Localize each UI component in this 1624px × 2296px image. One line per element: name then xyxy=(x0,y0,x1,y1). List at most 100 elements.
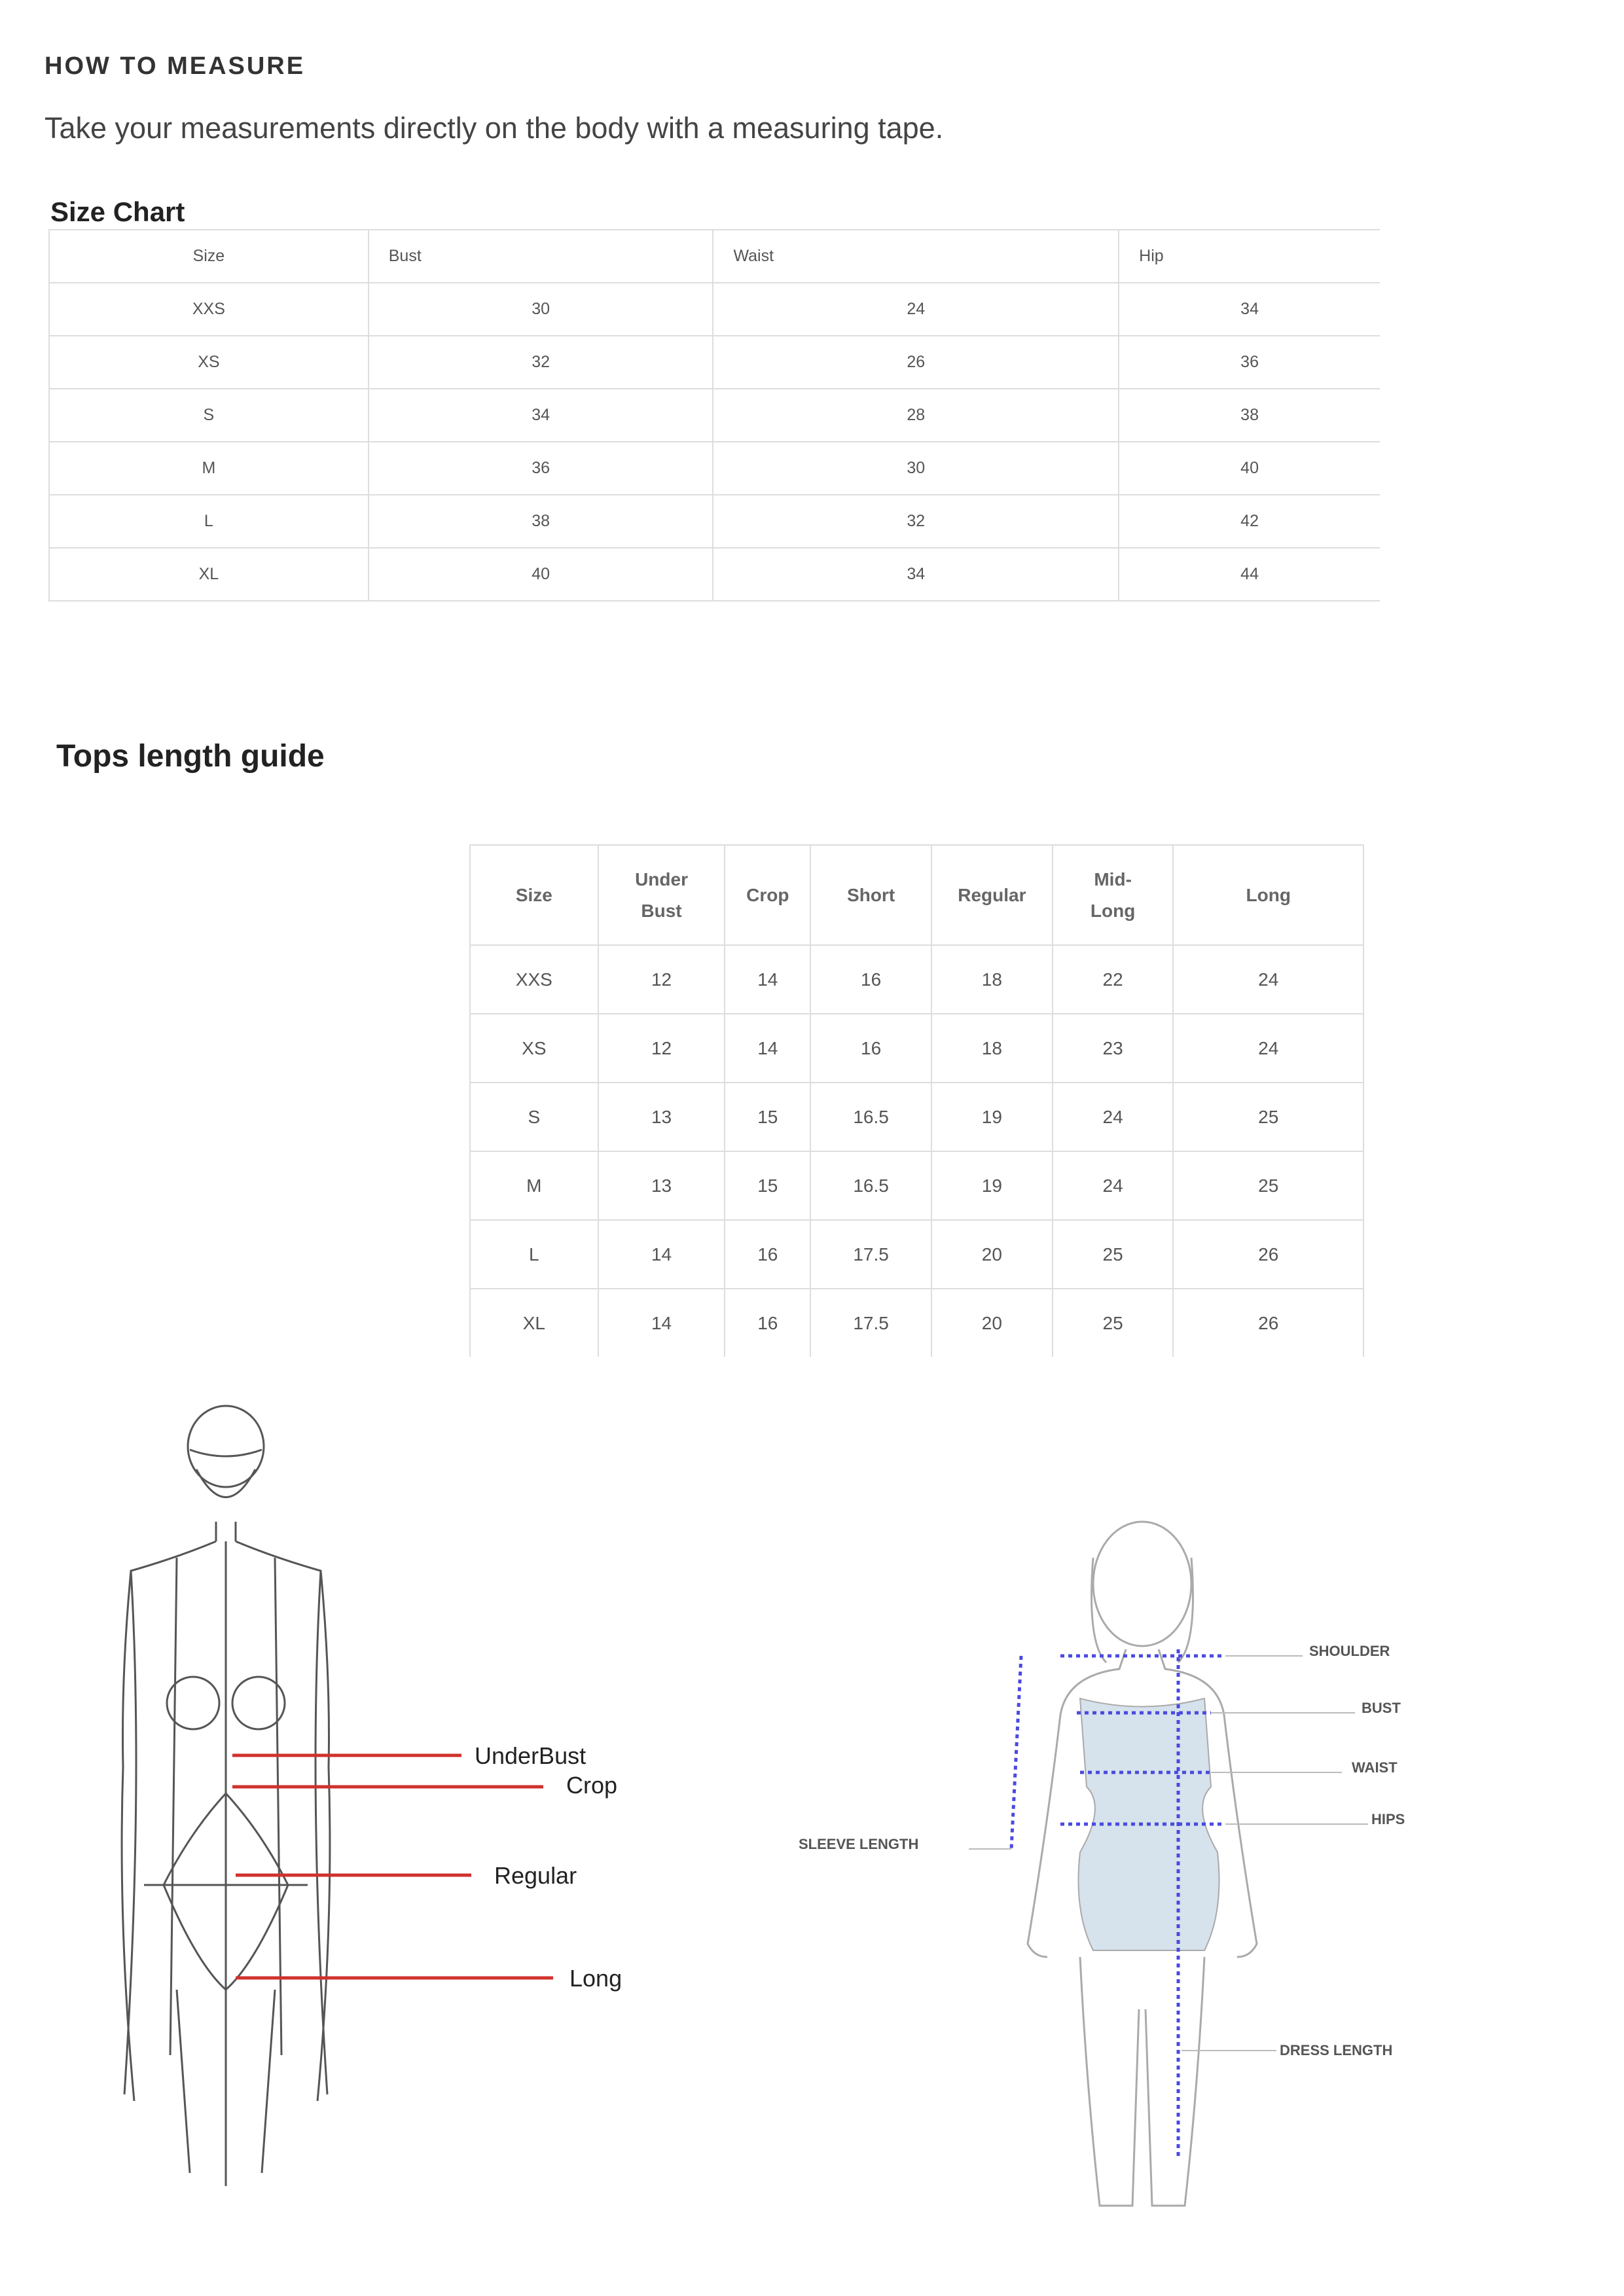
tops-guide-cell: 25 xyxy=(1172,1082,1364,1152)
tops-guide-cell: 25 xyxy=(1172,1151,1364,1221)
dress-length-label: DRESS LENGTH xyxy=(1280,2042,1392,2058)
tops-guide-cell: 20 xyxy=(930,1219,1053,1289)
shoulder-label: SHOULDER xyxy=(1309,1643,1390,1659)
size-chart-cell: XXS xyxy=(48,282,369,336)
size-chart-cell: 36 xyxy=(1118,335,1380,389)
tops-guide-cell: 14 xyxy=(724,1013,812,1083)
label-leaders xyxy=(969,1655,1368,2051)
tops-guide-cell: 16.5 xyxy=(810,1082,932,1152)
tops-guide-header-cell: Regular xyxy=(930,844,1053,946)
tops-guide-cell: 16 xyxy=(810,944,932,1014)
size-chart-cell: 34 xyxy=(367,388,714,442)
crop-label: Crop xyxy=(566,1772,617,1799)
size-chart-cell: 34 xyxy=(1118,282,1380,336)
how-to-measure-heading: HOW TO MEASURE xyxy=(45,52,306,80)
size-chart-row: XS 32 26 36 xyxy=(48,335,1380,389)
size-chart-cell: 24 xyxy=(712,282,1120,336)
size-chart-cell: 38 xyxy=(1118,388,1380,442)
tops-guide-header-row: Size Under Bust Crop Short Regular Mid- Long Lon… xyxy=(469,844,1364,946)
tops-guide-cell: L xyxy=(469,1219,599,1289)
size-chart-cell: 32 xyxy=(712,494,1120,548)
tops-guide-cell: 24 xyxy=(1172,944,1364,1014)
tops-guide-cell: 25 xyxy=(1051,1219,1174,1289)
tops-guide-row: L 14 16 17.5 20 25 26 xyxy=(469,1219,1364,1289)
tops-guide-cell: 17.5 xyxy=(810,1219,932,1289)
tops-guide-cell: 17.5 xyxy=(810,1288,932,1357)
tops-guide-cell: 14 xyxy=(724,944,812,1014)
header-line: Crop xyxy=(746,884,789,905)
tops-guide-cell: 24 xyxy=(1051,1151,1174,1221)
tops-guide-header-cell: Under Bust xyxy=(597,844,726,946)
tops-guide-cell: 15 xyxy=(724,1151,812,1221)
size-chart-header-cell: Waist xyxy=(712,229,1120,283)
header-line: Under xyxy=(635,869,688,889)
tops-guide-cell: XXS xyxy=(469,944,599,1014)
size-chart-cell: S xyxy=(48,388,369,442)
long-label: Long xyxy=(569,1965,622,1992)
tops-guide-cell: 15 xyxy=(724,1082,812,1152)
size-chart-cell: XL xyxy=(48,547,369,601)
tops-guide-row: XS 12 14 16 18 23 24 xyxy=(469,1013,1364,1083)
tops-guide-cell: 26 xyxy=(1172,1288,1364,1357)
size-chart-cell: 30 xyxy=(712,441,1120,495)
header-line: Short xyxy=(847,884,895,905)
size-chart-cell: 28 xyxy=(712,388,1120,442)
size-chart-cell: 32 xyxy=(367,335,714,389)
sleeve-length-line xyxy=(1009,1655,1023,1850)
tops-guide-cell: 16.5 xyxy=(810,1151,932,1221)
dress-measurement-figure: SHOULDER BUST WAIST HIPS SLEEVE LENGTH D… xyxy=(799,1520,1405,2207)
tops-guide-cell: 19 xyxy=(930,1151,1053,1221)
header-line: Mid- xyxy=(1094,869,1132,889)
tops-guide-cell: XL xyxy=(469,1288,599,1357)
size-chart-cell: 40 xyxy=(367,547,714,601)
tops-guide-cell: 18 xyxy=(930,1013,1053,1083)
size-chart-cell: 36 xyxy=(367,441,714,495)
tops-length-table: Size Under Bust Crop Short Regular Mid- Long Lon… xyxy=(469,844,1364,1357)
size-chart-cell: M xyxy=(48,441,369,495)
size-chart-header-row: Size Bust Waist Hip xyxy=(48,229,1380,283)
size-chart-cell: L xyxy=(48,494,369,548)
tops-guide-cell: XS xyxy=(469,1013,599,1083)
tops-guide-header-cell: Crop xyxy=(724,844,812,946)
croquis-outline xyxy=(120,1405,331,2186)
tops-guide-row: S 13 15 16.5 19 24 25 xyxy=(469,1082,1364,1152)
tops-guide-cell: 25 xyxy=(1051,1288,1174,1357)
sleeve-length-label: SLEEVE LENGTH xyxy=(799,1836,918,1852)
tops-guide-cell: 16 xyxy=(810,1013,932,1083)
tops-guide-cell: 24 xyxy=(1172,1013,1364,1083)
tops-guide-cell: 14 xyxy=(597,1288,726,1357)
size-chart-row: XL 40 34 44 xyxy=(48,547,1380,601)
tops-guide-cell: 20 xyxy=(930,1288,1053,1357)
size-chart-table: Size Bust Waist Hip XXS 30 24 34 XS 32 26 36 S 34 28 38… xyxy=(48,229,1380,601)
header-line: Bust xyxy=(641,900,682,921)
tops-guide-row: XXS 12 14 16 18 22 24 xyxy=(469,944,1364,1014)
tops-guide-header-cell: Long xyxy=(1172,844,1364,946)
tops-guide-cell: 16 xyxy=(724,1288,812,1357)
underbust-label: UnderBust xyxy=(475,1742,586,1769)
header-line: Regular xyxy=(958,884,1026,905)
measure-dotted-lines xyxy=(1009,1649,1225,2160)
measure-lines xyxy=(232,1753,553,1980)
tops-guide-row: XL 14 16 17.5 20 25 26 xyxy=(469,1288,1364,1357)
size-chart-row: L 38 32 42 xyxy=(48,494,1380,548)
tops-length-guide-title: Tops length guide xyxy=(56,739,325,774)
tops-guide-cell: 14 xyxy=(597,1219,726,1289)
size-chart-row: XXS 30 24 34 xyxy=(48,282,1380,336)
hips-label: HIPS xyxy=(1371,1811,1405,1827)
size-chart-cell: 30 xyxy=(367,282,714,336)
tops-guide-cell: 16 xyxy=(724,1219,812,1289)
header-line: Long xyxy=(1090,900,1136,921)
tops-guide-cell: 23 xyxy=(1051,1013,1174,1083)
size-chart-row: S 34 28 38 xyxy=(48,388,1380,442)
size-chart-cell: 34 xyxy=(712,547,1120,601)
tops-guide-cell: 13 xyxy=(597,1082,726,1152)
tops-guide-cell: 12 xyxy=(597,1013,726,1083)
tops-guide-row: M 13 15 16.5 19 24 25 xyxy=(469,1151,1364,1221)
header-line: Size xyxy=(515,884,552,905)
tops-guide-cell: 19 xyxy=(930,1082,1053,1152)
tops-length-figure: UnderBust Crop Regular Long xyxy=(120,1405,622,2186)
size-chart-cell: 42 xyxy=(1118,494,1380,548)
size-chart-cell: 44 xyxy=(1118,547,1380,601)
tops-guide-cell: 12 xyxy=(597,944,726,1014)
